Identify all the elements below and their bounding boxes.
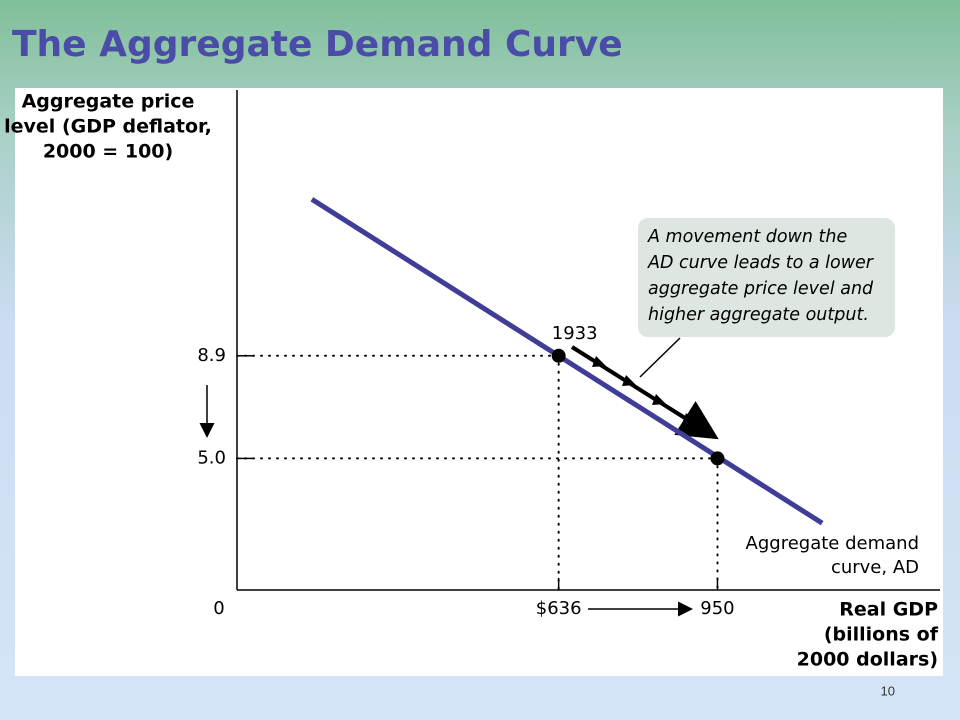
ad-curve [310,197,824,526]
x-axis-label: (billions of [824,624,939,646]
data-point [551,348,566,363]
callout-pointer [639,337,681,378]
y-axis-label: Aggregate price [22,91,195,113]
callout-text: higher aggregate output. [648,305,869,325]
x-axis-label: 2000 dollars) [797,649,938,671]
data-point [710,451,725,466]
callout-box [638,218,895,378]
x-axis-label: Real GDP [839,599,938,621]
curve-label: curve, AD [831,557,919,578]
x-tick-label: $636 [536,598,582,619]
arrow-heads [592,356,696,424]
slide-number: 10 [881,683,895,698]
chart-panel [15,88,943,676]
movement-arrows [570,345,719,440]
callout-text: A movement down the [647,227,847,247]
x-tick-label: 0 [213,598,224,619]
x-tick-label: 950 [700,598,734,619]
slide-title: The Aggregate Demand Curve [12,24,623,65]
point-label: 1933 [552,323,598,344]
callout-bg [638,218,895,337]
y-axis-label: level (GDP deflator, [4,116,212,138]
curve-label: Aggregate demand [746,533,919,554]
y-tick-label: 5.0 [197,447,226,468]
callout-text: aggregate price level and [648,279,874,299]
callout-text: AD curve leads to a lower [647,253,875,273]
y-axis-label: 2000 = 100) [43,141,173,163]
y-tick-label: 8.9 [197,345,226,366]
